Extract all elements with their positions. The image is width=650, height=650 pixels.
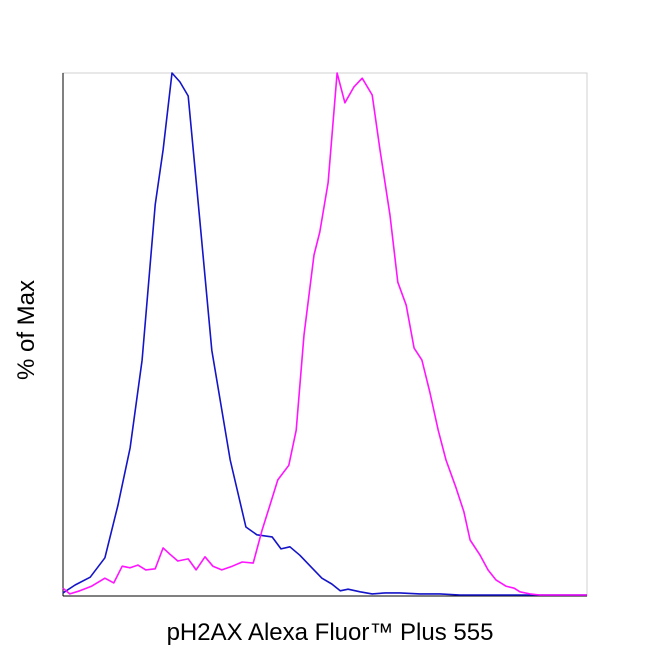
histogram-line (62, 72, 587, 596)
x-axis-label: pH2AX Alexa Fluor™ Plus 555 (167, 619, 494, 646)
plot-frame (62, 72, 588, 597)
y-axis-label: % of Max (13, 280, 40, 380)
histogram-line (62, 72, 587, 596)
